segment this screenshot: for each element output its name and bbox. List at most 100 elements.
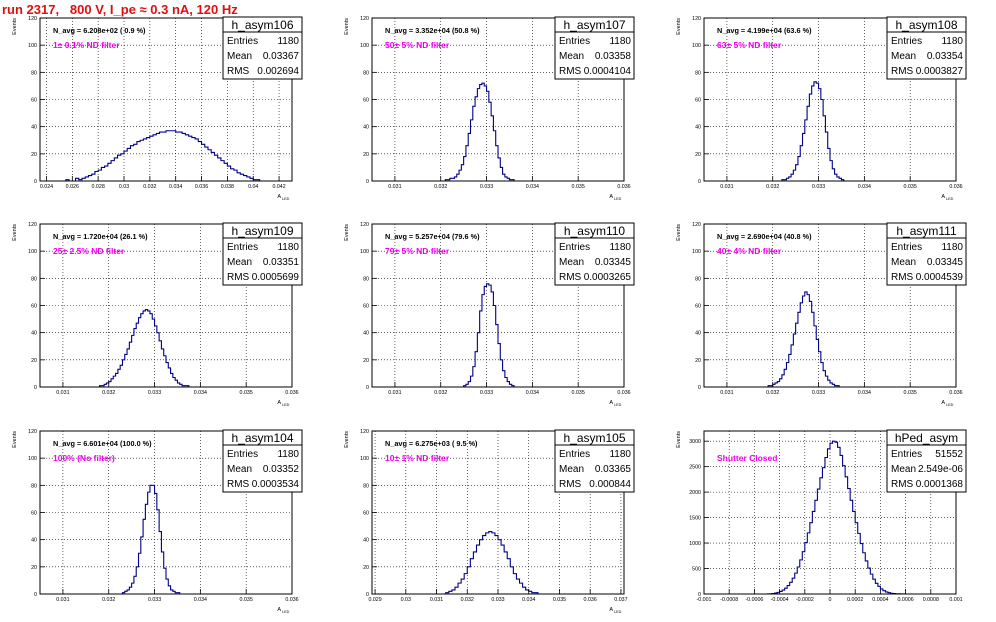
stats-rms-value: 0.002694 [257, 66, 299, 77]
y-tick-label: 120 [28, 222, 37, 228]
stats-rms-label: RMS [891, 66, 914, 77]
y-tick-label: 80 [31, 276, 37, 282]
x-tick-label: 0.032 [143, 184, 156, 190]
stats-box [886, 429, 967, 493]
stats-entries-label: Entries [559, 242, 590, 253]
y-tick-label: 0 [366, 179, 369, 185]
n-avg-annotation: N_avg = 2.690e+04 (40.8 %) [717, 232, 812, 241]
stats-entries-value: 1180 [277, 242, 299, 253]
y-tick-label: 40 [31, 538, 37, 544]
histogram-panel-h_asym104: 0.031 0.032 0.033 0.034 0.035 0.036 0 20 40 60 80 1… [12, 429, 303, 614]
y-tick-label: 60 [363, 511, 369, 517]
filter-label: 40± 4% ND filter [717, 246, 782, 256]
stats-rms-value: 0.000844 [589, 479, 631, 490]
stats-rms-label: RMS [891, 479, 914, 490]
y-tick-label: 100 [692, 43, 701, 49]
stats-entries-label: Entries [559, 449, 590, 460]
x-axis-title: A [277, 607, 281, 613]
x-tick-label: 0.03 [401, 597, 411, 603]
stats-mean-label: Mean [227, 51, 252, 62]
histogram-name: h_asym109 [231, 224, 293, 238]
y-tick-label: 2000 [689, 490, 701, 496]
stats-entries-value: 1180 [277, 36, 299, 47]
y-tick-label: 60 [695, 304, 701, 310]
y-tick-label: 500 [692, 567, 701, 573]
x-axis-title: A [941, 400, 945, 406]
x-tick-label: 0.034 [526, 390, 539, 396]
y-tick-label: 120 [360, 222, 369, 228]
filter-label: 25± 2.5% ND filter [53, 246, 125, 256]
x-tick-label: 0.033 [148, 390, 161, 396]
x-tick-label: 0.036 [285, 597, 298, 603]
x-tick-label: 0.038 [221, 184, 234, 190]
y-tick-label: 120 [360, 429, 369, 435]
y-axis-title: Events [676, 431, 682, 448]
stats-rms-value: 0.0004539 [916, 272, 964, 283]
filter-label: 50± 5% ND filter [385, 40, 450, 50]
histogram-name: h_asym106 [231, 18, 293, 32]
x-tick-label: 0.034 [194, 390, 207, 396]
stats-box [886, 16, 967, 80]
x-tick-label: 0.032 [434, 184, 447, 190]
stats-mean-label: Mean [559, 464, 584, 475]
x-tick-label: 0.001 [949, 597, 962, 603]
y-tick-label: 40 [363, 331, 369, 337]
x-tick-label: 0.034 [169, 184, 182, 190]
x-tick-label: 0.031 [720, 184, 733, 190]
histogram-name: h_asym108 [895, 18, 957, 32]
x-tick-label: 0.036 [949, 184, 962, 190]
stats-rms-label: RMS [227, 272, 250, 283]
x-axis-title-subscript: LED [614, 403, 622, 407]
y-tick-label: 100 [360, 456, 369, 462]
histogram-series [99, 309, 190, 387]
histogram-panel-h_asym107: 0.031 0.032 0.033 0.034 0.035 0.036 0 20 40 60 80 1… [344, 16, 635, 201]
y-tick-label: 20 [695, 152, 701, 158]
y-tick-label: 80 [695, 276, 701, 282]
y-tick-label: 100 [28, 456, 37, 462]
x-tick-label: 0.031 [388, 184, 401, 190]
y-tick-label: 40 [31, 125, 37, 131]
y-tick-label: 0 [366, 385, 369, 391]
x-tick-label: -0.001 [696, 597, 711, 603]
x-tick-label: 0.034 [194, 597, 207, 603]
y-tick-label: 60 [31, 511, 37, 517]
x-tick-label: 0.04 [248, 184, 258, 190]
y-tick-label: 60 [31, 98, 37, 104]
stats-box [554, 16, 635, 80]
y-tick-label: 0 [698, 179, 701, 185]
y-tick-label: 80 [31, 483, 37, 489]
n-avg-annotation: N_avg = 5.257e+04 (79.6 %) [385, 232, 480, 241]
stats-box [222, 16, 303, 80]
histogram-series [444, 82, 515, 181]
filter-label: Shutter Closed [717, 453, 777, 463]
histogram-name: h_asym105 [563, 431, 625, 445]
y-tick-label: 40 [363, 538, 369, 544]
x-tick-label: 0.0008 [923, 597, 939, 603]
y-tick-label: 20 [363, 565, 369, 571]
histogram-panel-h_asym110: 0.031 0.032 0.033 0.034 0.035 0.036 0 20 40 60 80 1… [344, 222, 635, 407]
n-avg-annotation: N_avg = 6.601e+04 (100.0 %) [53, 439, 152, 448]
stats-rms-value: 0.0003827 [916, 66, 964, 77]
stats-rms-label: RMS [891, 272, 914, 283]
y-tick-label: 80 [363, 483, 369, 489]
stats-mean-value: 0.03354 [927, 51, 964, 62]
y-tick-label: 0 [698, 385, 701, 391]
stats-mean-value: 0.03351 [263, 257, 300, 268]
y-tick-label: 1000 [689, 541, 701, 547]
x-tick-label: 0.035 [572, 390, 585, 396]
histogram-name: h_asym111 [896, 224, 957, 238]
stats-mean-value: 0.03365 [595, 464, 632, 475]
n-avg-annotation: N_avg = 6.208e+02 ( 0.9 %) [53, 26, 146, 35]
y-tick-label: 80 [695, 70, 701, 76]
x-tick-label: 0.03 [119, 184, 129, 190]
y-tick-label: 20 [31, 565, 37, 571]
stats-entries-value: 1180 [609, 449, 631, 460]
histogram-name: h_asym107 [563, 18, 625, 32]
x-tick-label: 0.033 [812, 184, 825, 190]
histogram-series [766, 440, 907, 595]
x-tick-label: 0.036 [617, 390, 630, 396]
histogram-name: hPed_asym [895, 431, 958, 445]
x-tick-label: 0.036 [949, 390, 962, 396]
stats-entries-value: 51552 [935, 449, 963, 460]
y-tick-label: 60 [363, 304, 369, 310]
